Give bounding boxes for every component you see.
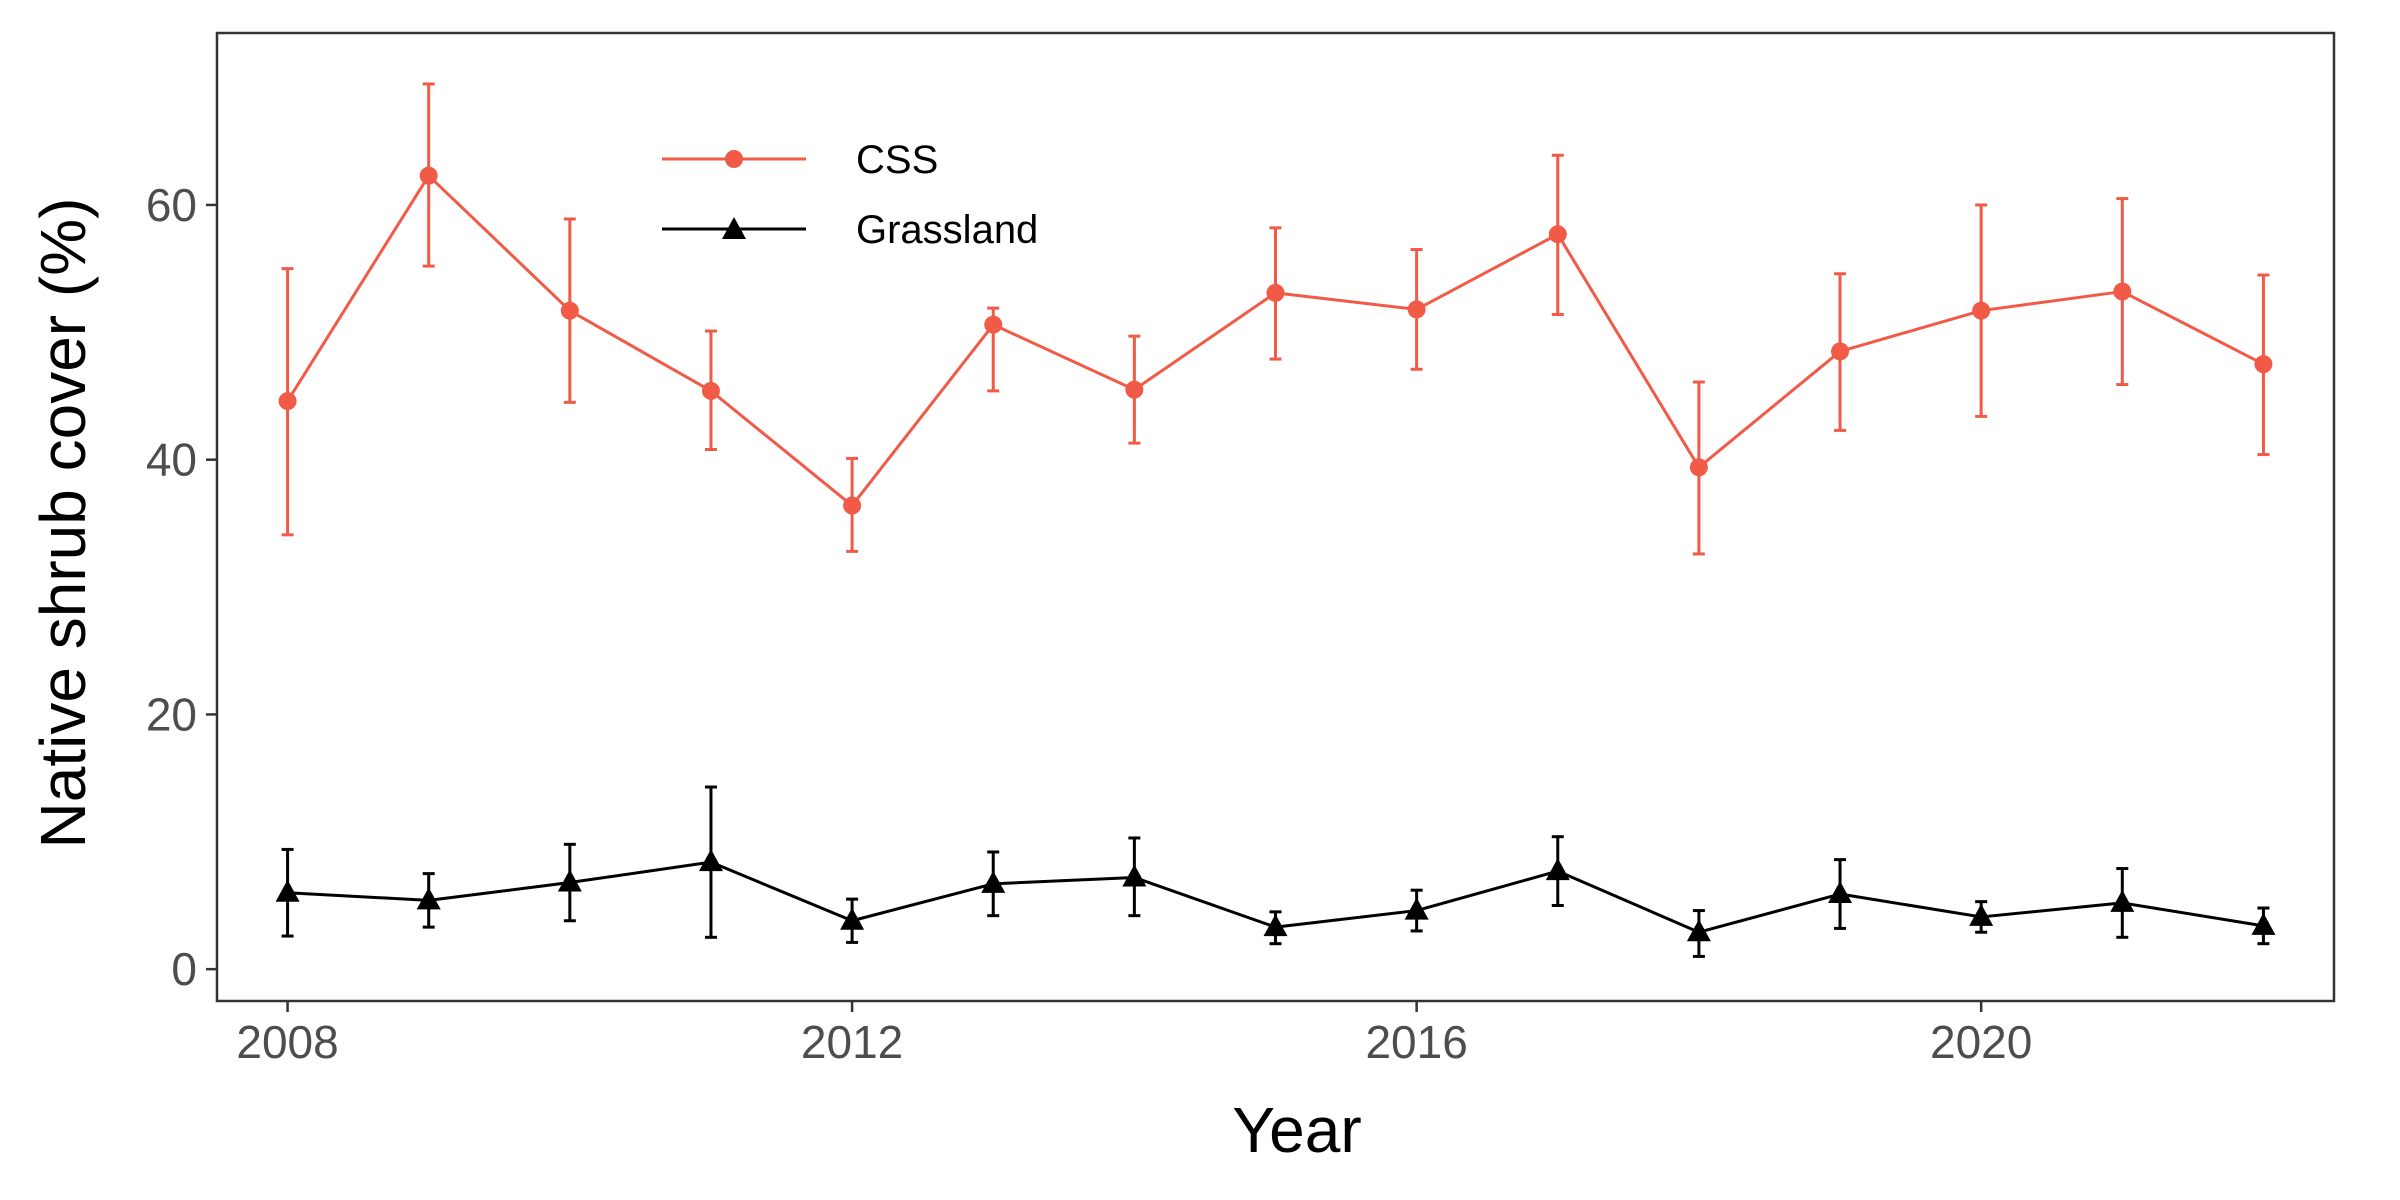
data-point-css: [1125, 380, 1144, 399]
data-point-css: [1831, 342, 1850, 361]
data-point-grassland: [1828, 881, 1853, 904]
y-tick-label: 40: [146, 434, 197, 486]
data-point-css: [1972, 301, 1991, 320]
data-point-grassland: [981, 870, 1006, 893]
axes-layer: 0 20 40 60 2008 2012 2016 2020: [146, 179, 2033, 1068]
y-tick-label: 0: [171, 943, 197, 995]
x-tick-label: 2012: [801, 1016, 903, 1068]
data-point-css: [1548, 225, 1567, 244]
x-axis-title: Year: [1232, 1094, 1361, 1166]
data-point-css: [560, 301, 579, 320]
x-tick-label: 2008: [236, 1016, 338, 1068]
data-point-grassland: [698, 849, 723, 872]
data-point-css: [278, 392, 297, 411]
series-grassland: [275, 785, 2276, 958]
legend: CSS Grassland: [662, 138, 1038, 252]
data-point-css: [419, 166, 438, 185]
legend-css-label: CSS: [856, 138, 938, 182]
data-point-grassland: [1969, 903, 1994, 926]
data-point-grassland: [1404, 897, 1429, 920]
data-point-css: [984, 315, 1003, 334]
series-css: [278, 82, 2273, 556]
legend-css-marker: [725, 150, 743, 168]
data-point-grassland: [2251, 912, 2276, 935]
data-point-grassland: [840, 907, 865, 930]
data-point-grassland: [2110, 889, 2135, 912]
legend-grassland-label: Grassland: [856, 208, 1038, 252]
data-point-css: [701, 381, 720, 400]
data-point-grassland: [1686, 919, 1711, 942]
data-point-css: [1266, 283, 1285, 302]
data-point-grassland: [416, 887, 441, 910]
series-layer: [275, 82, 2276, 958]
plot-border: [215, 31, 2336, 1003]
data-point-css: [1689, 458, 1708, 477]
legend-grassland-marker: [722, 217, 746, 239]
data-point-grassland: [1263, 914, 1288, 937]
data-point-grassland: [557, 869, 582, 892]
data-point-css: [843, 496, 862, 515]
y-tick-label: 20: [146, 688, 197, 740]
data-point-grassland: [1545, 858, 1570, 881]
data-point-grassland: [275, 879, 300, 902]
x-tick-label: 2016: [1365, 1016, 1467, 1068]
y-axis-title: Native shrub cover (%): [27, 198, 99, 849]
data-point-grassland: [1122, 864, 1147, 887]
plot-panel: [215, 31, 2336, 1003]
x-tick-label: 2020: [1930, 1016, 2032, 1068]
data-point-css: [2254, 355, 2273, 374]
data-point-css: [1407, 300, 1426, 319]
y-tick-label: 60: [146, 179, 197, 231]
data-point-css: [2113, 282, 2132, 301]
